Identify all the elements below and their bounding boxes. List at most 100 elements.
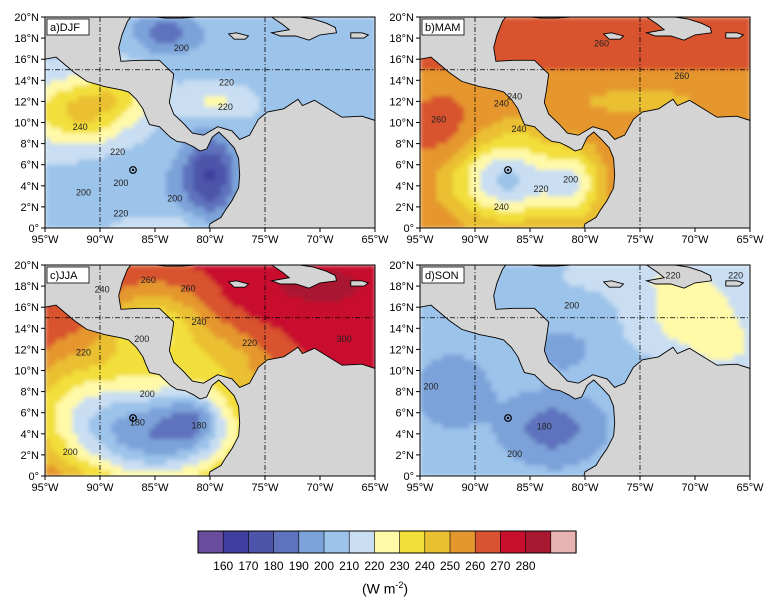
x-tick-label: 75°W — [626, 234, 654, 246]
panel-label-box — [46, 18, 90, 36]
flux-field — [45, 265, 375, 476]
colorbar-tick-label: 260 — [465, 559, 485, 573]
contour-label: 240 — [494, 99, 509, 109]
y-tick-label: 6°N — [396, 160, 415, 172]
y-tick-label: 18°N — [14, 33, 39, 45]
y-tick-label: 16°N — [389, 302, 414, 314]
x-tick-label: 80°W — [571, 482, 599, 494]
x-tick-label: 70°W — [306, 482, 334, 494]
colorbar-tick-label: 210 — [339, 559, 359, 573]
colorbar-units: (W m-2) — [361, 580, 409, 597]
contour-label: 220 — [110, 147, 125, 157]
y-tick-label: 12°N — [14, 96, 39, 108]
axis-ticks: 95°W 90°W 85°W 80°W 75°W 70°W 65°W 0° 2°N 4°N 6°N 8… — [389, 260, 764, 494]
x-tick-label: 75°W — [251, 482, 279, 494]
y-tick-label: 16°N — [14, 302, 39, 314]
x-tick-label: 65°W — [736, 482, 764, 494]
contour-label: 200 — [507, 449, 522, 459]
contour-label: 200 — [423, 381, 438, 391]
colorbar-swatch — [348, 530, 376, 554]
colorbar-tick-label: 180 — [264, 559, 284, 573]
y-tick-label: 20°N — [14, 12, 39, 24]
x-tick-label: 75°W — [251, 234, 279, 246]
x-tick-label: 65°W — [361, 482, 389, 494]
y-tick-label: 6°N — [396, 408, 415, 420]
contour-label: 180 — [130, 417, 145, 427]
colorbar-tick-label: 230 — [390, 559, 410, 573]
colorbar-tick-label: 270 — [490, 559, 510, 573]
contour-label: 220 — [665, 271, 680, 281]
map-panel: 220 220 200 200 180 200 d)SON 95°W 90°W 85°W 80°W 7… — [389, 260, 764, 494]
contour-label: 240 — [95, 284, 110, 294]
x-tick-label: 80°W — [196, 482, 224, 494]
x-tick-label: 70°W — [306, 234, 334, 246]
reference-lines — [45, 17, 375, 228]
panel-label: d)SON — [425, 270, 459, 282]
map-panel: 240 260 260 240 220 200 220 200 180 180 200 300 c)JJ… — [14, 260, 389, 494]
x-tick-label: 95°W — [31, 482, 59, 494]
contour-label: 260 — [431, 115, 446, 125]
colorbar-tick-label: 220 — [364, 559, 384, 573]
contour-label: 220 — [113, 208, 128, 218]
y-tick-label: 10°N — [389, 366, 414, 378]
contour-label: 200 — [134, 334, 149, 344]
x-tick-label: 80°W — [196, 234, 224, 246]
y-tick-label: 0° — [403, 223, 414, 235]
contour-label: 200 — [113, 178, 128, 188]
colorbar-swatch — [298, 530, 325, 554]
y-tick-label: 16°N — [389, 54, 414, 66]
colorbar-swatch — [474, 530, 502, 554]
panel-label: a)DJF — [50, 22, 80, 34]
y-tick-label: 4°N — [21, 181, 40, 193]
circle-dot-icon — [129, 414, 137, 422]
y-tick-label: 2°N — [396, 202, 415, 214]
y-tick-label: 2°N — [21, 450, 40, 462]
map-panels: 200 220 220 240 220 200 200 200 220 a)DJF 95°W 90°W… — [14, 12, 764, 494]
colorbar-tick-label: 160 — [213, 559, 233, 573]
y-tick-label: 8°N — [21, 387, 40, 399]
x-tick-label: 90°W — [461, 234, 489, 246]
x-tick-label: 80°W — [571, 234, 599, 246]
colorbar-swatch — [323, 530, 350, 554]
x-tick-label: 75°W — [626, 482, 654, 494]
y-tick-label: 14°N — [389, 323, 414, 335]
contour-label: 200 — [167, 194, 182, 204]
x-tick-label: 85°W — [516, 234, 544, 246]
y-tick-label: 2°N — [396, 450, 415, 462]
y-tick-label: 4°N — [396, 181, 415, 193]
x-tick-label: 85°W — [516, 482, 544, 494]
contour-label: 260 — [180, 283, 195, 293]
contour-label: 260 — [674, 71, 689, 81]
contour-label: 200 — [140, 389, 155, 399]
contour-label: 200 — [63, 447, 78, 457]
reference-lines — [420, 17, 750, 228]
panel-label: c)JJA — [50, 270, 78, 282]
y-tick-label: 14°N — [14, 323, 39, 335]
contour-label: 240 — [511, 124, 526, 134]
colorbar-swatch — [500, 530, 527, 554]
contour-label: 220 — [242, 338, 257, 348]
panel-label-box — [46, 266, 90, 284]
y-tick-label: 0° — [403, 471, 414, 483]
x-tick-label: 90°W — [461, 482, 489, 494]
contour-label: 220 — [218, 102, 233, 112]
colorbar-swatch — [197, 530, 224, 554]
y-tick-label: 18°N — [389, 281, 414, 293]
contour-label: 200 — [76, 187, 91, 197]
y-tick-label: 4°N — [396, 429, 415, 441]
contour-label: 240 — [494, 202, 509, 212]
colorbar-swatch — [550, 530, 577, 554]
circle-dot-icon — [504, 414, 512, 422]
contour-label: 180 — [537, 422, 552, 432]
contour-label: 200 — [174, 43, 189, 53]
reference-lines — [45, 265, 375, 476]
y-tick-label: 12°N — [389, 96, 414, 108]
colorbar-swatch — [248, 530, 275, 554]
y-tick-label: 8°N — [396, 387, 415, 399]
colorbar-tick-label: 200 — [314, 559, 334, 573]
y-tick-label: 6°N — [21, 408, 40, 420]
contour-label: 240 — [507, 91, 522, 101]
y-tick-label: 14°N — [389, 75, 414, 87]
contour-label: 180 — [191, 421, 206, 431]
y-tick-label: 6°N — [21, 160, 40, 172]
